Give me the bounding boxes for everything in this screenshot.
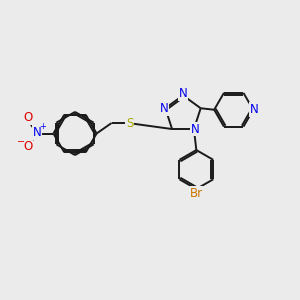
Text: +: + [39,122,46,131]
Text: O: O [23,140,32,153]
Text: N: N [32,126,41,139]
Text: −: − [17,136,25,147]
Text: Br: Br [190,187,203,200]
Text: O: O [24,111,33,124]
Text: N: N [159,102,168,115]
Text: N: N [178,87,188,101]
Text: S: S [126,116,133,130]
Text: N: N [191,122,200,136]
Text: N: N [250,103,259,116]
